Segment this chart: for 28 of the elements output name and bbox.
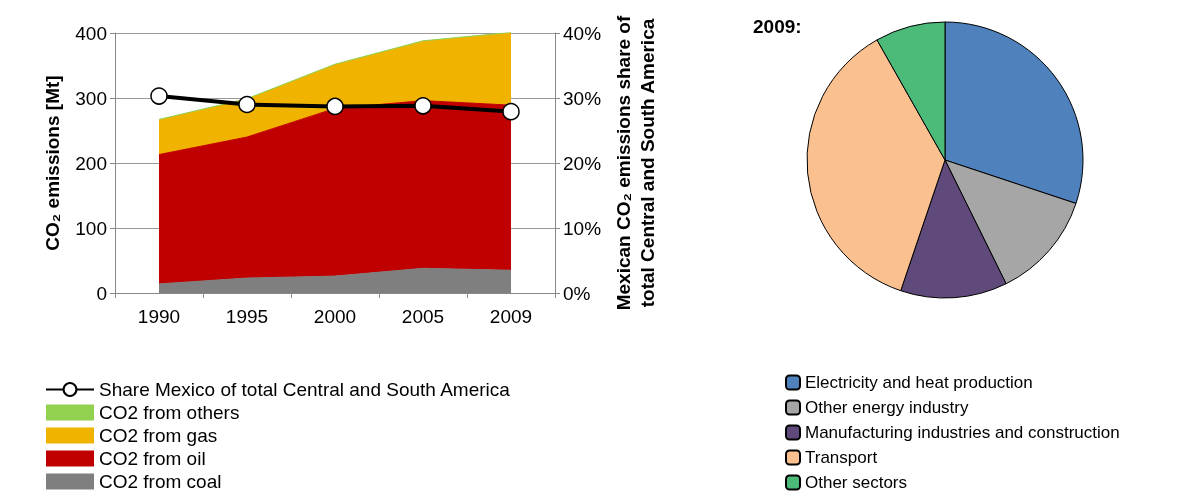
- x-tick-label: 1995: [225, 306, 269, 327]
- y-tick-label: 100: [75, 217, 107, 239]
- y2-tick-label: 40%: [563, 22, 602, 44]
- y-axis-title: CO₂ emissions [Mt]: [41, 75, 63, 251]
- legend-label: Other energy industry: [805, 398, 969, 417]
- legend-label: Transport: [805, 448, 878, 467]
- legend-label: Share Mexico of total Central and South America: [99, 379, 511, 400]
- y2-tick-label: 0%: [563, 282, 591, 304]
- y-tick-label: 0: [96, 282, 107, 304]
- y-tick-label: 300: [75, 87, 107, 109]
- x-tick-label: 1990: [137, 306, 181, 327]
- x-tick-label: 2005: [401, 306, 445, 327]
- y2-tick-label: 20%: [563, 152, 602, 174]
- y-tick-label: 200: [75, 152, 107, 174]
- y2-tick-label: 30%: [563, 87, 602, 109]
- legend-label: CO2 from others: [99, 402, 240, 423]
- legend-label: CO2 from coal: [99, 471, 222, 492]
- x-tick-label: 2000: [313, 306, 357, 327]
- legend-label: Electricity and heat production: [805, 373, 1033, 392]
- y2-axis-title: Mexican CO₂ emissions share of total Central and South America: [613, 15, 659, 311]
- chart-title: 2009:: [753, 16, 802, 37]
- y-tick-label: 400: [75, 22, 107, 44]
- y2-tick-label: 10%: [563, 217, 602, 239]
- legend-label: Other sectors: [805, 473, 908, 492]
- legend-label: CO2 from oil: [99, 448, 206, 469]
- legend-label: Manufacturing industries and construction: [805, 423, 1120, 442]
- legend-label: CO2 from gas: [99, 425, 218, 446]
- x-tick-label: 2009: [489, 306, 533, 327]
